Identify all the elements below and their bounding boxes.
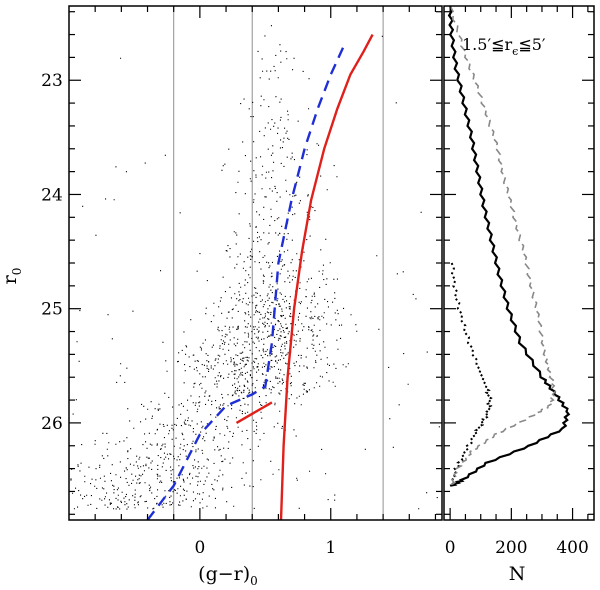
side-x-axis-title: N xyxy=(509,563,526,585)
cmd-panel: 0 1 23 24 25 26 xyxy=(41,5,443,558)
ridge-line xyxy=(235,401,273,424)
side-x-tick-label: 200 xyxy=(495,538,527,558)
lf-curves xyxy=(447,6,571,487)
y-tick-label: 23 xyxy=(41,71,63,91)
ridge-lines xyxy=(146,34,374,520)
lf-panel: 0 200 400 xyxy=(443,5,595,558)
ridge-line xyxy=(279,34,374,520)
lf-curve xyxy=(449,262,494,487)
ridge-line xyxy=(146,45,345,520)
y-axis-title: r0 xyxy=(0,268,24,285)
radius-annotation: 1.5′≦rϵ≦5′ xyxy=(462,35,546,58)
main-ticks: 0 1 23 24 25 26 xyxy=(41,6,442,558)
scatter-points xyxy=(69,25,442,510)
main-plot-frame xyxy=(68,5,443,521)
x-tick-label: 1 xyxy=(325,538,336,558)
x-tick-label: 0 xyxy=(194,538,205,558)
lf-curve xyxy=(449,6,557,487)
data-points xyxy=(69,25,442,510)
side-ticks: 0 200 400 xyxy=(444,6,594,558)
x-axis-title: (g−r)0 xyxy=(198,563,258,588)
y-tick-label: 26 xyxy=(41,414,63,434)
y-tick-label: 25 xyxy=(41,300,63,320)
side-x-tick-label: 0 xyxy=(445,538,456,558)
y-tick-label: 24 xyxy=(41,185,63,205)
lf-curve xyxy=(447,6,571,487)
side-plot-frame xyxy=(443,5,595,521)
reference-lines xyxy=(173,6,384,520)
side-x-tick-label: 400 xyxy=(556,538,588,558)
